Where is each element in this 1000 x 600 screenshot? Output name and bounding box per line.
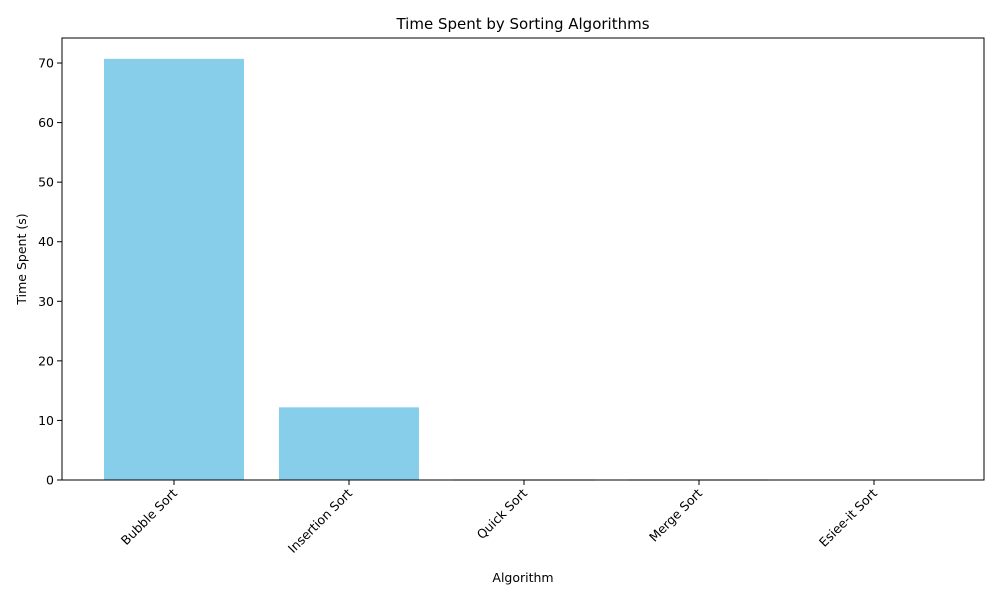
y-tick-label: 20: [38, 353, 54, 368]
x-tick-label: Merge Sort: [646, 485, 705, 544]
y-tick-label: 70: [38, 56, 54, 71]
x-tick-label: Insertion Sort: [285, 485, 355, 555]
chart-title: Time Spent by Sorting Algorithms: [395, 15, 649, 33]
y-tick-label: 60: [38, 115, 54, 130]
x-axis-ticks: Bubble Sort Insertion Sort Quick Sort Merge…: [118, 480, 880, 556]
y-tick-label: 0: [46, 473, 54, 488]
x-tick-label: Esiee-it Sort: [816, 485, 880, 549]
y-tick-label: 10: [38, 413, 54, 428]
plot-frame: [61, 37, 985, 481]
x-tick-label: Bubble Sort: [118, 485, 180, 547]
y-tick-label: 30: [38, 294, 54, 309]
bar-bubble-sort: [104, 58, 244, 480]
y-tick-label: 50: [38, 175, 54, 190]
y-tick-label: 40: [38, 234, 54, 249]
y-axis-label: Time Spent (s): [14, 213, 29, 305]
x-tick-label: Quick Sort: [474, 485, 531, 542]
x-axis-label: Algorithm: [492, 570, 553, 585]
bars-group: [104, 58, 769, 481]
bar-insertion-sort: [279, 407, 419, 480]
y-axis-ticks: 0 10 20 30 40 50 60 70: [38, 56, 62, 488]
